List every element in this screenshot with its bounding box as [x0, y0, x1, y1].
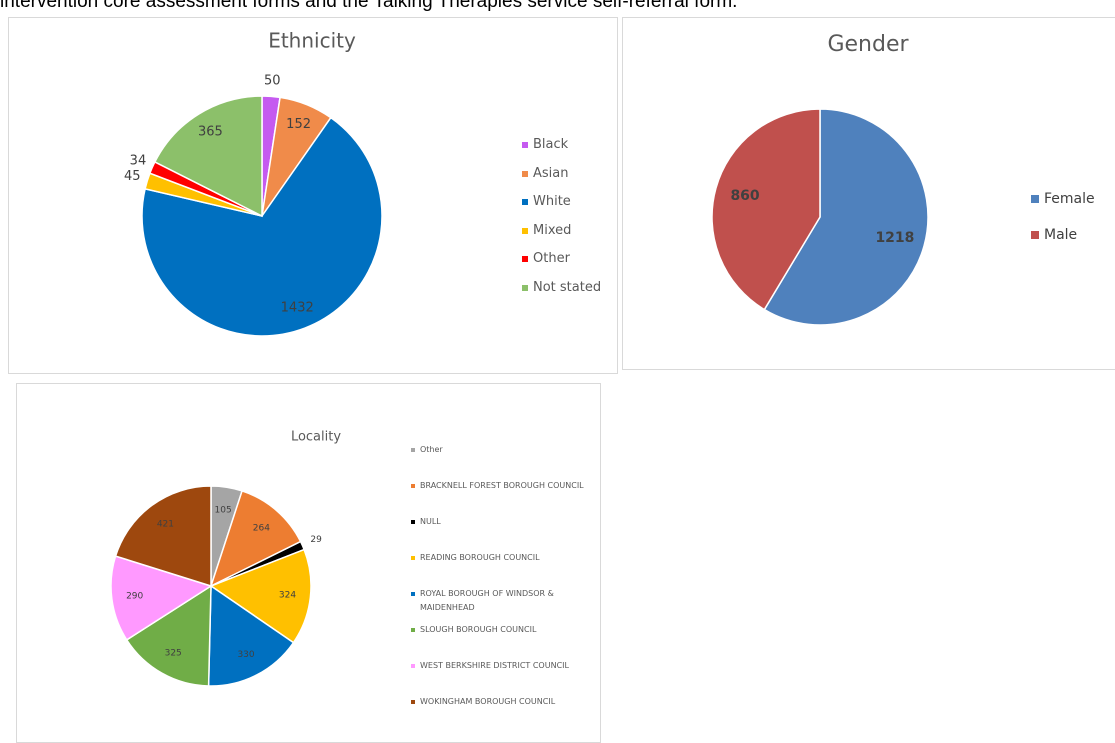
- legend-swatch: [522, 256, 528, 263]
- legend-entry: NULL: [411, 515, 596, 551]
- legend-swatch: [411, 700, 415, 704]
- legend-label: WOKINGHAM BOROUGH COUNCIL: [420, 697, 556, 706]
- legend-label: Male: [1044, 227, 1078, 243]
- legend-entry: Other: [522, 251, 601, 267]
- legend-label: SLOUGH BOROUGH COUNCIL: [420, 625, 537, 634]
- legend-swatch: [411, 484, 415, 488]
- legend-label: NULL: [420, 517, 441, 526]
- legend-label: Black: [533, 137, 569, 152]
- legend-entry: Female: [1031, 190, 1095, 208]
- chart-title: Locality: [291, 430, 341, 445]
- legend-swatch: [411, 664, 415, 668]
- data-label: 29: [310, 535, 322, 545]
- legend-entry: Black: [522, 137, 601, 153]
- data-label: 325: [165, 649, 182, 659]
- pie-slice: [209, 548, 312, 644]
- data-label: 290: [126, 592, 143, 602]
- data-label: 860: [730, 188, 759, 204]
- data-label: 330: [237, 650, 254, 660]
- data-label: 365: [198, 125, 223, 140]
- intro-text: intervention core assessment forms and t…: [0, 0, 738, 12]
- pie-slice: [125, 584, 212, 687]
- legend-label: READING BOROUGH COUNCIL: [420, 553, 540, 562]
- data-label: 264: [253, 523, 270, 533]
- legend-entry: White: [522, 194, 601, 210]
- legend-swatch: [1031, 231, 1039, 239]
- legend-entry: SLOUGH BOROUGH COUNCIL: [411, 623, 596, 659]
- legend-swatch: [1031, 195, 1039, 203]
- data-label: 1432: [281, 300, 314, 315]
- legend-swatch: [522, 284, 528, 291]
- legend-entry: Other: [411, 443, 596, 479]
- legend-entry: Not stated: [522, 280, 601, 296]
- legend-entry: Male: [1031, 226, 1095, 244]
- legend-swatch: [411, 628, 415, 632]
- chart-frame: [8, 17, 618, 374]
- legend-entry: Asian: [522, 166, 601, 182]
- legend-label: White: [533, 194, 571, 210]
- legend-label: Mixed: [533, 222, 572, 238]
- data-label: 421: [157, 519, 174, 529]
- pie-slice: [763, 108, 929, 326]
- pie-slice: [114, 485, 212, 588]
- legend-swatch: [522, 170, 528, 177]
- legend-swatch: [411, 448, 415, 452]
- legend-swatch: [411, 592, 415, 596]
- legend-swatch: [522, 142, 528, 148]
- legend-label: Other: [533, 251, 570, 267]
- legend-swatch: [411, 520, 415, 524]
- legend-entry: BRACKNELL FOREST BOROUGH COUNCIL: [411, 479, 596, 515]
- legend: Female Male: [1031, 190, 1095, 244]
- data-label: 45: [124, 169, 141, 184]
- data-label: 50: [264, 73, 281, 88]
- legend-swatch: [411, 556, 415, 560]
- legend-swatch: [522, 199, 528, 206]
- legend: Black Asian White Mixed Other Not stated: [522, 137, 601, 296]
- pie-slice: [153, 95, 263, 218]
- pie-slice: [141, 116, 383, 337]
- data-label: 34: [130, 154, 147, 169]
- legend-label: Other: [420, 445, 443, 454]
- pie-slice: [711, 108, 821, 311]
- chart-title: Gender: [827, 32, 909, 57]
- legend-entry: ROYAL BOROUGH OF WINDSOR & MAIDENHEAD: [411, 587, 596, 623]
- legend: Other BRACKNELL FOREST BOROUGH COUNCIL NUL…: [411, 443, 596, 731]
- legend-label: Not stated: [533, 279, 602, 295]
- chart-frame: [622, 17, 1115, 370]
- legend-entry: Mixed: [522, 223, 601, 239]
- legend-label: WEST BERKSHIRE DISTRICT COUNCIL: [420, 661, 569, 670]
- data-label: 105: [215, 505, 232, 515]
- legend-entry: WOKINGHAM BOROUGH COUNCIL: [411, 695, 596, 731]
- data-label: 152: [286, 117, 311, 132]
- pie-slice: [209, 490, 302, 588]
- legend-label: ROYAL BOROUGH OF WINDSOR & MAIDENHEAD: [420, 589, 554, 612]
- data-label: 1218: [875, 230, 914, 246]
- legend-entry: READING BOROUGH COUNCIL: [411, 551, 596, 587]
- legend-swatch: [522, 227, 528, 234]
- legend-label: Female: [1044, 191, 1095, 207]
- pie-slice: [207, 584, 295, 687]
- legend-label: Asian: [533, 165, 569, 181]
- legend-entry: WEST BERKSHIRE DISTRICT COUNCIL: [411, 659, 596, 695]
- data-label: 324: [279, 590, 296, 600]
- pie-slice: [110, 555, 213, 641]
- legend-label: BRACKNELL FOREST BOROUGH COUNCIL: [420, 481, 584, 490]
- chart-title: Ethnicity: [268, 29, 356, 53]
